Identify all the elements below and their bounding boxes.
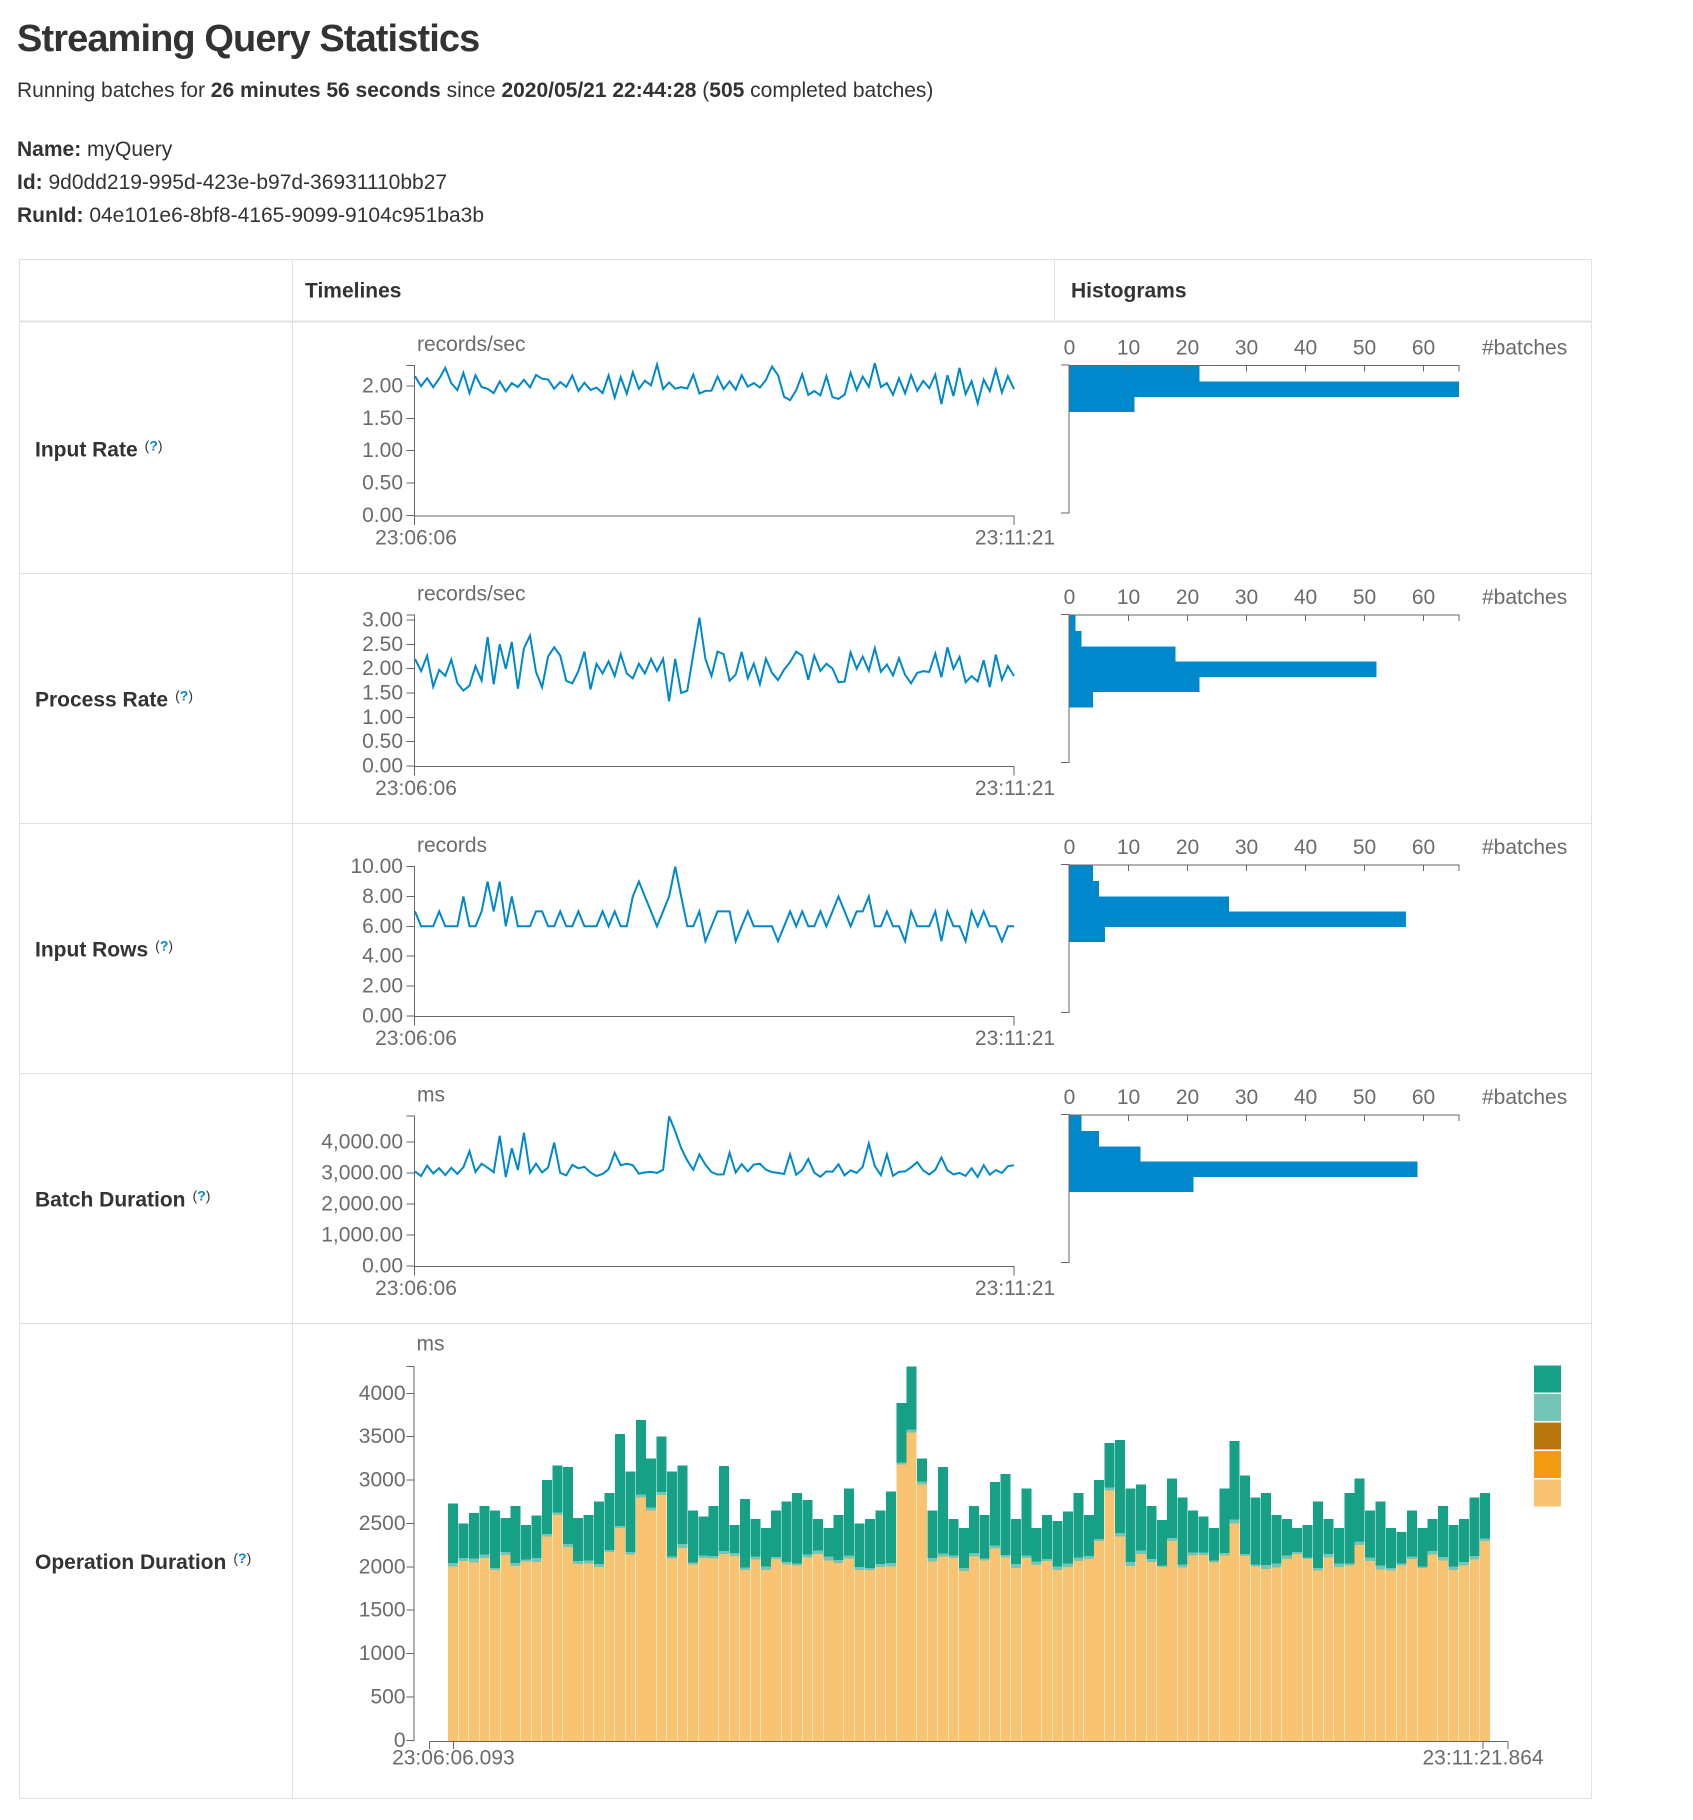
svg-text:Timelines: Timelines (305, 280, 402, 303)
svg-text:4,000.00: 4,000.00 (321, 1131, 403, 1154)
svg-text:50: 50 (1353, 337, 1376, 360)
svg-text:50: 50 (1353, 1086, 1376, 1109)
svg-text:50: 50 (1353, 836, 1376, 859)
svg-text:23:11:21: 23:11:21 (975, 777, 1055, 800)
svg-text:#batches: #batches (1482, 337, 1567, 360)
svg-text:40: 40 (1294, 337, 1317, 360)
svg-text:Batch Duration(?): Batch Duration (?) (35, 1187, 210, 1211)
svg-text:0.50: 0.50 (362, 730, 403, 753)
svg-text:60: 60 (1412, 337, 1435, 360)
svg-text:60: 60 (1412, 586, 1435, 609)
svg-text:1.50: 1.50 (362, 407, 403, 430)
svg-text:20: 20 (1176, 337, 1199, 360)
svg-text:0: 0 (394, 1729, 406, 1752)
svg-text:1500: 1500 (359, 1599, 406, 1622)
svg-text:2.00: 2.00 (362, 657, 403, 680)
svg-text:60: 60 (1412, 836, 1435, 859)
svg-text:records/sec: records/sec (417, 333, 526, 356)
svg-text:ms: ms (417, 1333, 445, 1356)
svg-text:Operation Duration(?): Operation Duration (?) (35, 1550, 251, 1574)
svg-text:0.00: 0.00 (362, 1254, 403, 1277)
svg-text:10: 10 (1117, 586, 1140, 609)
svg-text:40: 40 (1294, 586, 1317, 609)
svg-text:30: 30 (1235, 337, 1258, 360)
svg-text:Streaming Query Statistics: Streaming Query Statistics (17, 18, 479, 60)
svg-text:8.00: 8.00 (362, 885, 403, 908)
svg-text:23:06:06: 23:06:06 (375, 1027, 457, 1050)
svg-text:Id: 9d0dd219-995d-423e-b97d-36: Id: 9d0dd219-995d-423e-b97d-36931110bb27 (17, 171, 447, 194)
svg-text:1.00: 1.00 (362, 439, 403, 462)
svg-text:20: 20 (1176, 1086, 1199, 1109)
svg-text:#batches: #batches (1482, 836, 1567, 859)
svg-text:40: 40 (1294, 1086, 1317, 1109)
svg-text:records/sec: records/sec (417, 582, 526, 605)
svg-text:500: 500 (370, 1685, 405, 1708)
svg-text:23:11:21: 23:11:21 (975, 527, 1055, 550)
svg-text:2,000.00: 2,000.00 (321, 1192, 403, 1215)
svg-text:30: 30 (1235, 1086, 1258, 1109)
svg-text:4.00: 4.00 (362, 945, 403, 968)
svg-text:0: 0 (1064, 836, 1076, 859)
svg-text:23:06:06.093: 23:06:06.093 (392, 1747, 515, 1770)
svg-text:2.00: 2.00 (362, 374, 403, 397)
svg-text:records: records (417, 834, 487, 857)
svg-text:RunId: 04e101e6-8bf8-4165-9099: RunId: 04e101e6-8bf8-4165-9099-9104c951b… (17, 204, 484, 227)
svg-text:23:06:06: 23:06:06 (375, 527, 457, 550)
svg-text:1.50: 1.50 (362, 682, 403, 705)
svg-text:4000: 4000 (359, 1382, 406, 1405)
svg-text:30: 30 (1235, 586, 1258, 609)
svg-text:Histograms: Histograms (1071, 280, 1187, 303)
svg-text:ms: ms (417, 1083, 445, 1106)
svg-text:10: 10 (1117, 337, 1140, 360)
svg-text:3500: 3500 (359, 1425, 406, 1448)
svg-text:1.00: 1.00 (362, 706, 403, 729)
svg-text:23:06:06: 23:06:06 (375, 777, 457, 800)
svg-text:3.00: 3.00 (362, 609, 403, 632)
svg-text:2.50: 2.50 (362, 633, 403, 656)
svg-text:Process Rate(?): Process Rate (?) (35, 687, 193, 711)
svg-text:6.00: 6.00 (362, 915, 403, 938)
svg-text:0: 0 (1064, 586, 1076, 609)
svg-text:23:11:21: 23:11:21 (975, 1027, 1055, 1050)
svg-text:0.50: 0.50 (362, 472, 403, 495)
svg-text:2000: 2000 (359, 1555, 406, 1578)
svg-text:1000: 1000 (359, 1642, 406, 1665)
svg-text:20: 20 (1176, 586, 1199, 609)
svg-text:23:11:21.864: 23:11:21.864 (1422, 1747, 1543, 1770)
svg-text:#batches: #batches (1482, 586, 1567, 609)
svg-text:10: 10 (1117, 1086, 1140, 1109)
svg-text:0.00: 0.00 (362, 755, 403, 778)
svg-text:23:11:21: 23:11:21 (975, 1277, 1055, 1300)
svg-text:0: 0 (1064, 337, 1076, 360)
svg-text:20: 20 (1176, 836, 1199, 859)
svg-text:23:06:06: 23:06:06 (375, 1277, 457, 1300)
svg-text:60: 60 (1412, 1086, 1435, 1109)
svg-text:10: 10 (1117, 836, 1140, 859)
svg-text:40: 40 (1294, 836, 1317, 859)
svg-text:1,000.00: 1,000.00 (321, 1223, 403, 1246)
svg-text:3,000.00: 3,000.00 (321, 1162, 403, 1185)
svg-text:Running batches for 26 minutes: Running batches for 26 minutes 56 second… (17, 79, 933, 102)
svg-text:0.00: 0.00 (362, 1004, 403, 1027)
svg-text:2500: 2500 (359, 1512, 406, 1535)
svg-text:0: 0 (1064, 1086, 1076, 1109)
svg-text:50: 50 (1353, 586, 1376, 609)
svg-text:30: 30 (1235, 836, 1258, 859)
svg-text:10.00: 10.00 (350, 855, 403, 878)
svg-text:#batches: #batches (1482, 1086, 1567, 1109)
svg-text:2.00: 2.00 (362, 975, 403, 998)
svg-text:0.00: 0.00 (362, 504, 403, 527)
svg-text:Name: myQuery: Name: myQuery (17, 138, 173, 161)
svg-text:3000: 3000 (359, 1469, 406, 1492)
